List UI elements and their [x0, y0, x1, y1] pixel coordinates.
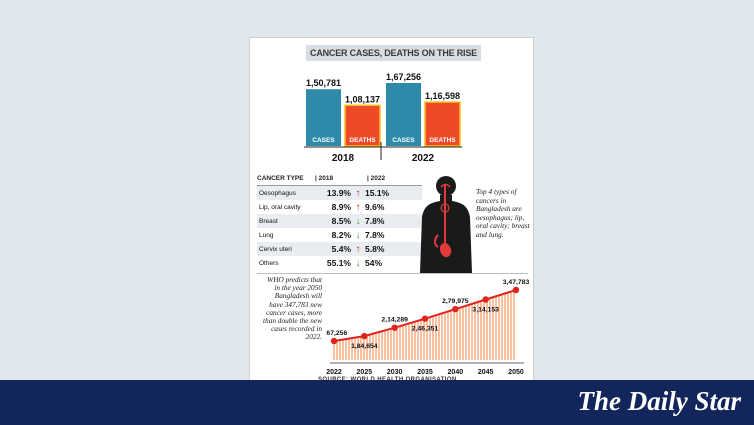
table-row: Cervix uteri 5.4% ↑ 5.8%: [257, 242, 422, 256]
brand-logo[interactable]: The Daily Star: [577, 386, 741, 416]
projection-year-label-2030: 2030: [387, 369, 403, 376]
projection-area-chart: 1,67,256 2022 1,84,654 2025 2,14,289 2030 2,46…: [326, 279, 530, 376]
infographic-card: CANCER CASES, DEATHS ON THE RISE 1,50,78…: [249, 37, 534, 387]
arrow-up-icon: ↑: [355, 201, 361, 213]
projection-year-label-2050: 2050: [508, 369, 524, 376]
footer-bar: The Daily Star: [0, 380, 754, 425]
table-row: Lip, oral cavity 8.9% ↑ 9.6%: [257, 200, 422, 214]
projection-point-2040: [452, 305, 459, 313]
projection-year-label-2022: 2022: [326, 369, 342, 376]
projection-point-2050: [512, 286, 520, 294]
table-row: Oesophagus 13.9% ↑ 15.1%: [257, 186, 422, 200]
projection-year-label-2035: 2035: [417, 369, 433, 376]
table-row: Others 55.1% ↓ 54%: [257, 256, 422, 270]
arrow-up-icon: ↑: [355, 187, 361, 199]
projection-value-label-2030: 2,14,289: [381, 317, 408, 324]
cancer-type-cell: Lip, oral cavity: [259, 203, 301, 211]
value-2018-cell: 55.1%: [326, 258, 351, 268]
cases-deaths-bar-chart: 1,50,781 CASES 1,08,137 DEATHS 2018 1,67,256 C…: [304, 72, 462, 164]
projection-value-label-2035: 2,46,351: [412, 326, 439, 333]
value-2018-cell: 8.2%: [331, 230, 351, 240]
cancer-type-cell: Lung: [259, 231, 274, 239]
series-label-deaths-2018: DEATHS: [349, 137, 376, 144]
projection-year-label-2045: 2045: [478, 369, 494, 376]
projection-year-label-2040: 2040: [448, 369, 464, 376]
cancer-type-table: CANCER TYPE | 2018 | 2022 Oesophagus 13.9…: [257, 171, 422, 270]
arrow-down-icon: ↓: [355, 215, 361, 227]
projection-point-2045: [482, 296, 489, 303]
header-cancer-type: CANCER TYPE: [257, 174, 304, 182]
value-2022-cell: 15.1%: [365, 188, 390, 198]
value-2018-cell: 8.9%: [331, 202, 351, 212]
table-row: Breast 8.5% ↓ 7.8%: [257, 214, 422, 228]
projection-year-label-2025: 2025: [357, 369, 373, 376]
value-label-cases-2018: 1,50,781: [306, 78, 341, 88]
value-label-cases-2022: 1,67,256: [386, 72, 421, 82]
infographic-title: CANCER CASES, DEATHS ON THE RISE: [306, 45, 481, 61]
projection-value-label-2045: 3,14,153: [472, 307, 499, 314]
value-label-deaths-2018: 1,08,137: [345, 94, 380, 104]
value-2018-cell: 13.9%: [326, 188, 351, 198]
category-label-2022: 2022: [412, 153, 435, 164]
table-header: CANCER TYPE | 2018 | 2022: [257, 171, 422, 186]
projection-value-label-2050: 3,47,783: [503, 279, 530, 286]
human-body-figure: [420, 176, 472, 273]
bar-deaths-2022: [424, 101, 461, 147]
value-2022-cell: 54%: [365, 258, 383, 268]
value-2018-cell: 5.4%: [331, 244, 351, 254]
value-label-deaths-2022: 1,16,598: [425, 91, 460, 101]
bar-deaths-2018: [344, 104, 381, 147]
cancer-type-cell: Breast: [259, 217, 278, 225]
who-note: WHO predicts that in the year 2050 Bangl…: [263, 275, 322, 342]
section-divider: [257, 273, 528, 274]
projection-value-label-2040: 2,79,975: [442, 298, 469, 305]
bar-cases-2022: [386, 83, 421, 146]
cancer-type-cell: Others: [259, 259, 279, 267]
arrow-down-icon: ↓: [355, 257, 361, 269]
top4-note: Top 4 types of cancers in Bangladesh are…: [476, 187, 530, 239]
cancer-type-cell: Oesophagus: [259, 189, 296, 197]
header-2022: | 2022: [367, 174, 386, 182]
projection-point-2035: [421, 315, 429, 322]
projection-value-label-2025: 1,84,654: [351, 343, 378, 350]
projection-point-2025: [361, 332, 368, 340]
category-label-2018: 2018: [332, 153, 355, 164]
series-label-deaths-2022: DEATHS: [429, 137, 456, 144]
projection-point-2030: [391, 324, 398, 331]
value-2022-cell: 7.8%: [365, 230, 385, 240]
arrow-down-icon: ↓: [355, 229, 361, 241]
projection-value-label-2022: 1,67,256: [326, 330, 347, 337]
series-label-cases-2018: CASES: [312, 137, 335, 144]
bar-cases-2018: [306, 89, 341, 146]
cancer-type-cell: Cervix uteri: [259, 245, 292, 253]
value-2018-cell: 8.5%: [331, 216, 351, 226]
series-label-cases-2022: CASES: [392, 137, 415, 144]
header-2018: | 2018: [315, 174, 334, 182]
projection-point-2022: [330, 337, 338, 345]
value-2022-cell: 7.8%: [365, 216, 385, 226]
value-2022-cell: 9.6%: [365, 202, 385, 212]
table-row: Lung 8.2% ↓ 7.8%: [257, 228, 422, 242]
arrow-up-icon: ↑: [355, 243, 361, 255]
value-2022-cell: 5.8%: [365, 244, 385, 254]
